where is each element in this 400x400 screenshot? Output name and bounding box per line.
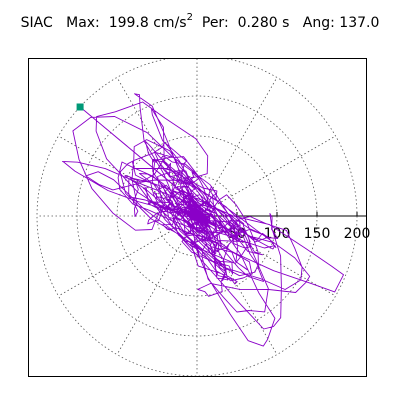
grid-spoke-2: [196, 77, 278, 217]
radial-tick-label-100: 100: [264, 226, 291, 242]
title-max-label: Max:: [66, 15, 100, 31]
marker-layer: [76, 103, 84, 111]
chart-title: SIAC Max: 199.8 cm/s2 Per: 0.280 s Ang: …: [0, 12, 400, 32]
grid-spoke-4: [116, 77, 198, 217]
title-ang-label: Ang:: [302, 15, 335, 31]
title-per-label: Per:: [201, 15, 229, 31]
radial-tick-label-150: 150: [304, 226, 331, 242]
title-per-value: 0.280 s: [237, 15, 290, 31]
grid-spoke-10: [196, 215, 278, 355]
title-max-unit: cm/s: [153, 15, 187, 31]
title-ang-value: 137.0: [339, 15, 380, 31]
peak-marker: [76, 103, 84, 111]
grid-spoke-8: [116, 215, 198, 355]
trajectory-layer: [61, 93, 344, 347]
title-max-value: 199.8: [108, 15, 149, 31]
grid-spoke-1: [196, 135, 336, 217]
grid-spoke-11: [196, 215, 336, 297]
plot-frame: [28, 58, 367, 377]
title-max-unit-exp: 2: [186, 12, 193, 23]
trajectory-path: [61, 93, 344, 347]
radial-tick-label-200: 200: [344, 226, 371, 242]
title-station: SIAC: [20, 15, 53, 31]
grid-spoke-7: [58, 215, 198, 297]
